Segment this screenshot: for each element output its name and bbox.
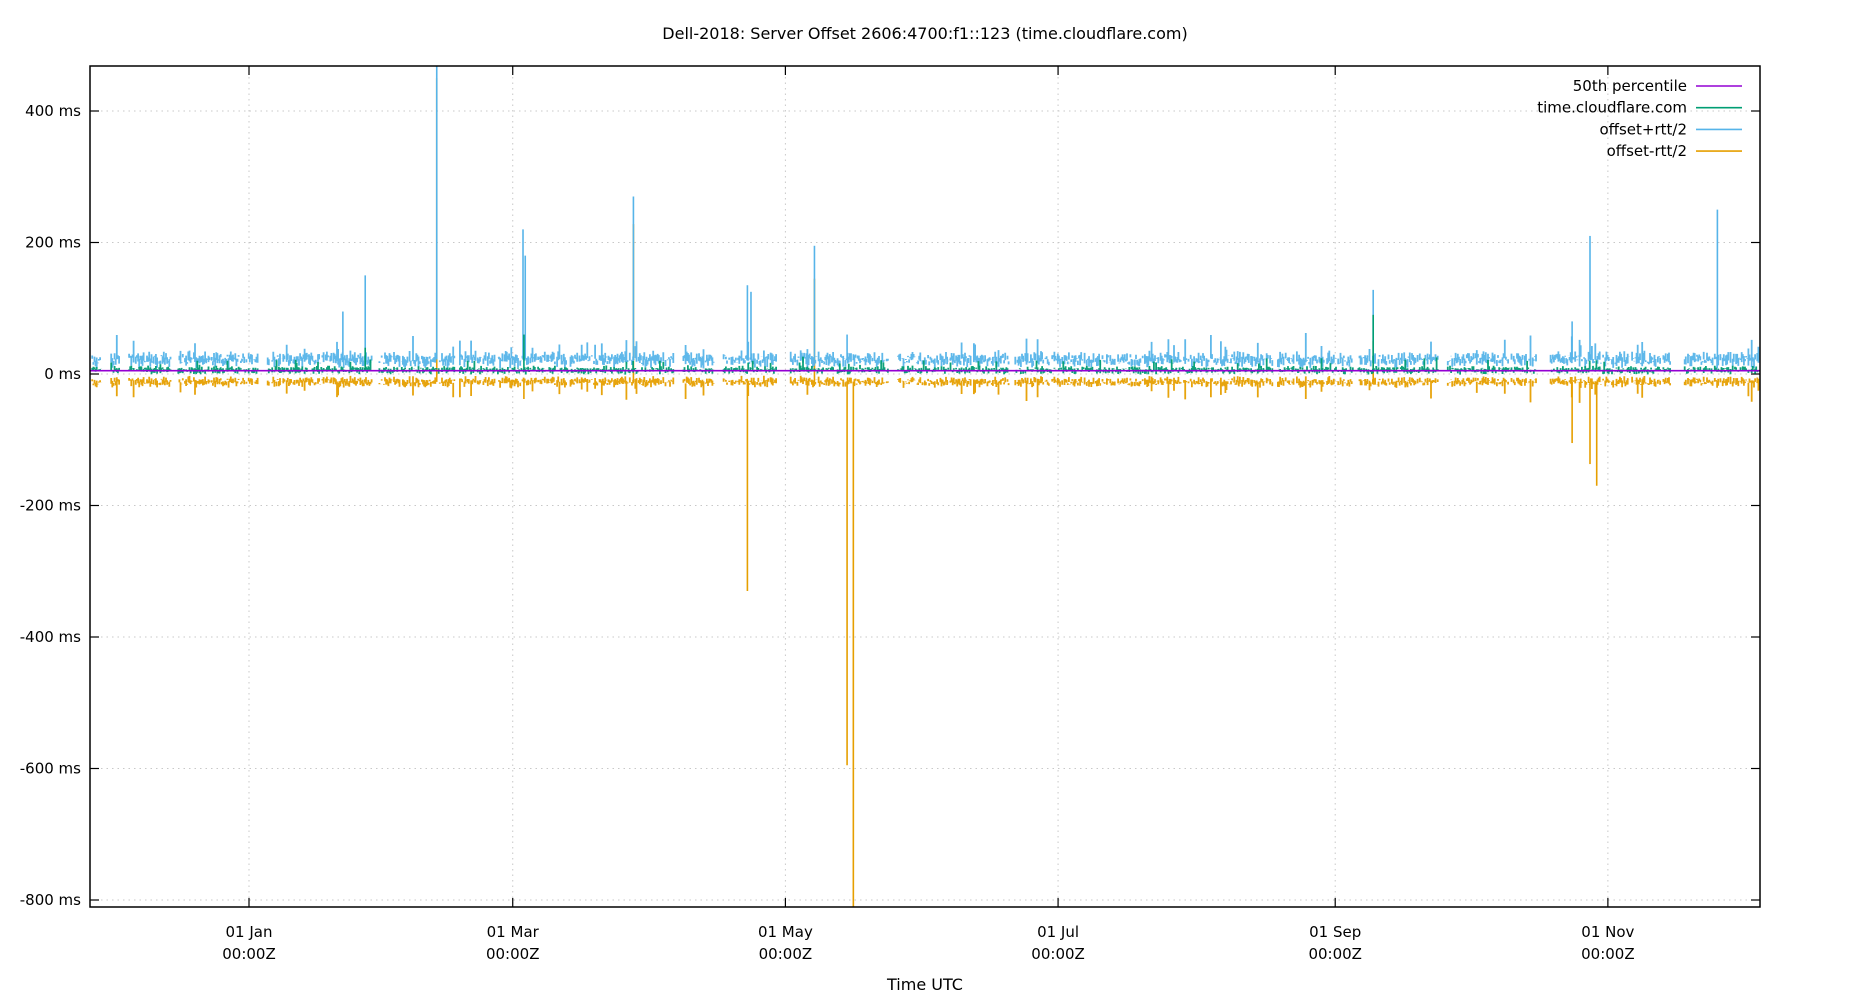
- y-tick-label: 200 ms: [25, 234, 81, 252]
- x-tick-sublabel: 00:00Z: [759, 945, 813, 963]
- x-tick-label: 01 May: [758, 923, 813, 941]
- y-tick-label: -800 ms: [20, 891, 81, 909]
- plot-series: [90, 66, 1760, 907]
- x-tick-sublabel: 00:00Z: [1581, 945, 1635, 963]
- plot-border: [89, 65, 1761, 908]
- y-tick-label: -600 ms: [20, 760, 81, 778]
- legend-label: 50th percentile: [1573, 77, 1687, 95]
- series-offset-rtt-2: [91, 66, 1760, 369]
- x-tick-label: 01 Jan: [226, 923, 273, 941]
- x-tick-label: 01 Mar: [487, 923, 540, 941]
- grid-lines: [90, 66, 1760, 907]
- x-tick-label: 01 Sep: [1309, 923, 1361, 941]
- y-axis: 400 ms 200 ms 0 ms -200 ms -400 ms -600 ms -80…: [20, 102, 1760, 909]
- legend-label: offset-rtt/2: [1607, 142, 1687, 160]
- chart-title: Dell-2018: Server Offset 2606:4700:f1::1…: [662, 24, 1187, 43]
- y-tick-label: -200 ms: [20, 497, 81, 515]
- legend-label: time.cloudflare.com: [1537, 99, 1687, 117]
- x-axis: 01 Jan 00:00Z 01 Mar 00:00Z 01 May 00:00Z 01 J…: [222, 66, 1635, 963]
- y-tick-label: -400 ms: [20, 628, 81, 646]
- y-tick-label: 400 ms: [25, 102, 81, 120]
- x-tick-sublabel: 00:00Z: [1031, 945, 1085, 963]
- legend: 50th percentile time.cloudflare.com offset…: [1537, 77, 1742, 160]
- x-tick-label: 01 Nov: [1581, 923, 1634, 941]
- x-tick-sublabel: 00:00Z: [486, 945, 540, 963]
- x-axis-label: Time UTC: [886, 975, 963, 994]
- x-tick-sublabel: 00:00Z: [222, 945, 276, 963]
- y-tick-label: 0 ms: [44, 365, 81, 383]
- x-tick-label: 01 Jul: [1037, 923, 1079, 941]
- legend-label: offset+rtt/2: [1599, 120, 1687, 138]
- series-offset-rtt-2: [91, 78, 1760, 907]
- x-tick-sublabel: 00:00Z: [1308, 945, 1362, 963]
